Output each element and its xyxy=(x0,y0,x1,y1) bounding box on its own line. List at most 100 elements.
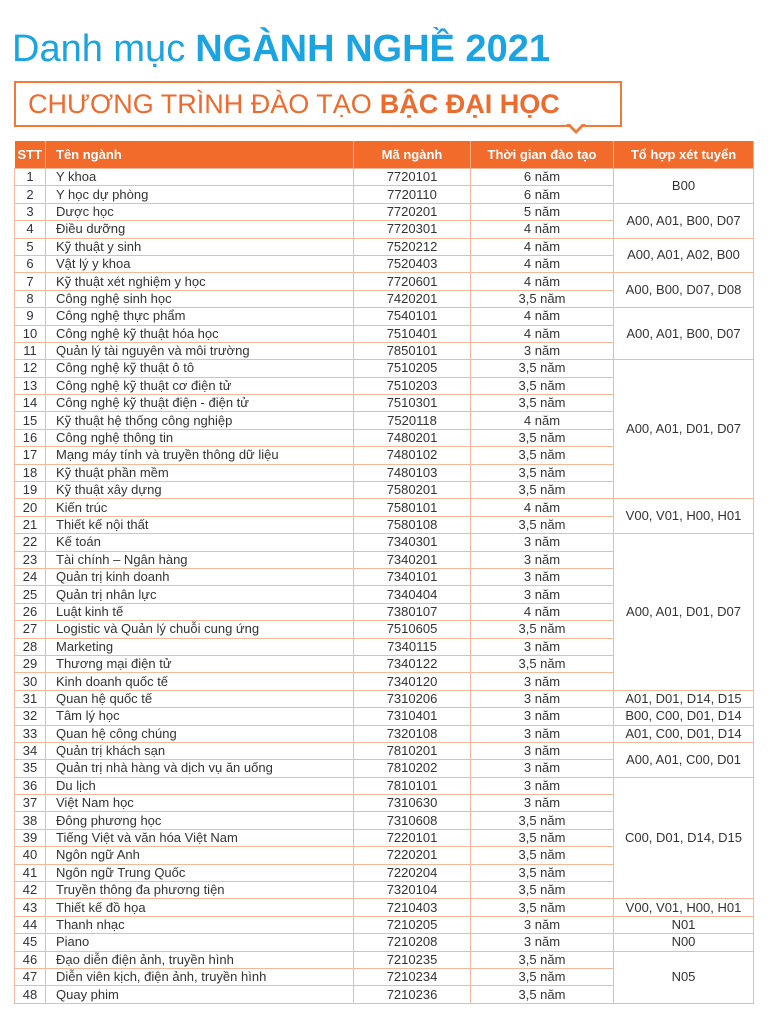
stt-cell: 21 xyxy=(14,515,46,535)
name-cell: Marketing xyxy=(45,637,354,656)
code-cell: 7310401 xyxy=(353,707,471,726)
code-cell: 7340115 xyxy=(353,637,471,656)
stt-cell: 41 xyxy=(14,863,46,883)
stt-cell: 17 xyxy=(14,446,46,465)
table-row: 28 Marketing 7340115 3 năm xyxy=(14,637,754,656)
stt-cell: 8 xyxy=(14,289,46,309)
table-row: 6 Vật lý y khoa 7520403 4 năm xyxy=(14,254,754,274)
name-cell: Logistic và Quản lý chuỗi cung ứng xyxy=(45,620,354,639)
name-cell: Quan hệ quốc tế xyxy=(45,689,354,709)
combination-cell: N05 xyxy=(613,950,754,1004)
code-cell: 7210208 xyxy=(353,933,471,952)
name-cell: Quan hệ công chúng xyxy=(45,724,354,743)
stt-cell: 24 xyxy=(14,567,46,587)
name-cell: Diễn viên kịch, điện ảnh, truyền hình xyxy=(45,967,354,987)
stt-cell: 48 xyxy=(14,985,46,1004)
duration-cell: 4 năm xyxy=(470,237,614,256)
duration-cell: 3,5 năm xyxy=(470,620,614,639)
code-cell: 7210205 xyxy=(353,915,471,935)
duration-cell: 4 năm xyxy=(470,220,614,239)
code-cell: 7720110 xyxy=(353,185,471,204)
stt-cell: 5 xyxy=(14,237,46,256)
name-cell: Kiến trúc xyxy=(45,498,354,517)
duration-cell: 3 năm xyxy=(470,585,614,604)
name-cell: Kinh doanh quốc tế xyxy=(45,672,354,691)
duration-cell: 3,5 năm xyxy=(470,985,614,1004)
duration-cell: 3 năm xyxy=(470,550,614,569)
duration-cell: 3 năm xyxy=(470,567,614,587)
name-cell: Thiết kế nội thất xyxy=(45,515,354,535)
name-cell: Tài chính – Ngân hàng xyxy=(45,550,354,569)
duration-cell: 4 năm xyxy=(470,272,614,291)
header-name: Tên ngành xyxy=(45,141,354,169)
code-cell: 7340301 xyxy=(353,533,471,552)
duration-cell: 3,5 năm xyxy=(470,289,614,309)
table-row: 31 Quan hệ quốc tế 7310206 3 năm A01, D01, D… xyxy=(14,689,754,709)
stt-cell: 15 xyxy=(14,411,46,430)
duration-cell: 3,5 năm xyxy=(470,376,614,396)
duration-cell: 4 năm xyxy=(470,307,614,326)
code-cell: 7580108 xyxy=(353,515,471,535)
duration-cell: 3,5 năm xyxy=(470,846,614,865)
table-row: 35 Quản trị nhà hàng và dịch vụ ăn uống 78… xyxy=(14,759,754,778)
table-row: 13 Công nghệ kỹ thuật cơ điện tử 7510203 3,… xyxy=(14,376,754,396)
stt-cell: 43 xyxy=(14,898,46,917)
combination-cell: V00, V01, H00, H01 xyxy=(613,498,754,535)
code-cell: 7220101 xyxy=(353,828,471,848)
table-row: 36 Du lịch 7810101 3 năm C00, D01, D14, D15 xyxy=(14,776,754,900)
subtitle-bold: BẬC ĐẠI HỌC xyxy=(379,89,560,119)
name-cell: Thương mại điện tử xyxy=(45,654,354,674)
name-cell: Thiết kế đồ họa xyxy=(45,898,354,917)
name-cell: Đạo diễn điện ảnh, truyền hình xyxy=(45,950,354,969)
name-cell: Công nghệ kỹ thuật hóa học xyxy=(45,324,354,343)
code-cell: 7510401 xyxy=(353,324,471,343)
duration-cell: 4 năm xyxy=(470,602,614,622)
duration-cell: 4 năm xyxy=(470,254,614,274)
code-cell: 7580101 xyxy=(353,498,471,517)
stt-cell: 36 xyxy=(14,776,46,796)
name-cell: Kỹ thuật xét nghiệm y học xyxy=(45,272,354,291)
table-row: 22 Kế toán 7340301 3 năm A00, A01, D01, D07 xyxy=(14,533,754,691)
code-cell: 7520403 xyxy=(353,254,471,274)
name-cell: Piano xyxy=(45,933,354,952)
stt-cell: 39 xyxy=(14,828,46,848)
name-cell: Quản trị kinh doanh xyxy=(45,567,354,587)
code-cell: 7720101 xyxy=(353,167,471,187)
program-banner: CHƯƠNG TRÌNH ĐÀO TẠO BẬC ĐẠI HỌC xyxy=(14,81,622,127)
name-cell: Điều dưỡng xyxy=(45,220,354,239)
table-row: 44 Thanh nhạc 7210205 3 năm N01 xyxy=(14,915,754,935)
duration-cell: 3 năm xyxy=(470,533,614,552)
stt-cell: 44 xyxy=(14,915,46,935)
table-row: 20 Kiến trúc 7580101 4 năm V00, V01, H00, H0… xyxy=(14,498,754,535)
code-cell: 7480102 xyxy=(353,446,471,465)
name-cell: Công nghệ thông tin xyxy=(45,428,354,448)
stt-cell: 16 xyxy=(14,428,46,448)
stt-cell: 18 xyxy=(14,463,46,483)
duration-cell: 4 năm xyxy=(470,324,614,343)
code-cell: 7340120 xyxy=(353,672,471,691)
code-cell: 7320108 xyxy=(353,724,471,743)
name-cell: Kỹ thuật xây dựng xyxy=(45,481,354,500)
combination-cell: A00, A01, C00, D01 xyxy=(613,741,754,778)
code-cell: 7220201 xyxy=(353,846,471,865)
duration-cell: 3,5 năm xyxy=(470,863,614,883)
table-row: 15 Kỹ thuật hệ thống công nghiệp 7520118 4 … xyxy=(14,411,754,430)
combination-cell: A00, B00, D07, D08 xyxy=(613,272,754,309)
code-cell: 7340101 xyxy=(353,567,471,587)
duration-cell: 3 năm xyxy=(470,689,614,709)
name-cell: Công nghệ kỹ thuật điện - điện tử xyxy=(45,394,354,413)
code-cell: 7580201 xyxy=(353,481,471,500)
table-row: 43 Thiết kế đồ họa 7210403 3,5 năm V00, V01,… xyxy=(14,898,754,917)
title-light: Danh mục xyxy=(12,28,186,70)
code-cell: 7340122 xyxy=(353,654,471,674)
duration-cell: 3,5 năm xyxy=(470,359,614,378)
stt-cell: 35 xyxy=(14,759,46,778)
combination-cell: A00, A01, D01, D07 xyxy=(613,359,754,500)
name-cell: Vật lý y khoa xyxy=(45,254,354,274)
duration-cell: 3,5 năm xyxy=(470,898,614,917)
table-row: 14 Công nghệ kỹ thuật điện - điện tử 75103… xyxy=(14,394,754,413)
name-cell: Tâm lý học xyxy=(45,707,354,726)
name-cell: Quản trị nhân lực xyxy=(45,585,354,604)
table-row: 9 Công nghệ thực phẩm 7540101 4 năm A00, A01… xyxy=(14,307,754,361)
table-header: STT Tên ngành Mã ngành Thời gian đào tạo… xyxy=(14,141,754,169)
